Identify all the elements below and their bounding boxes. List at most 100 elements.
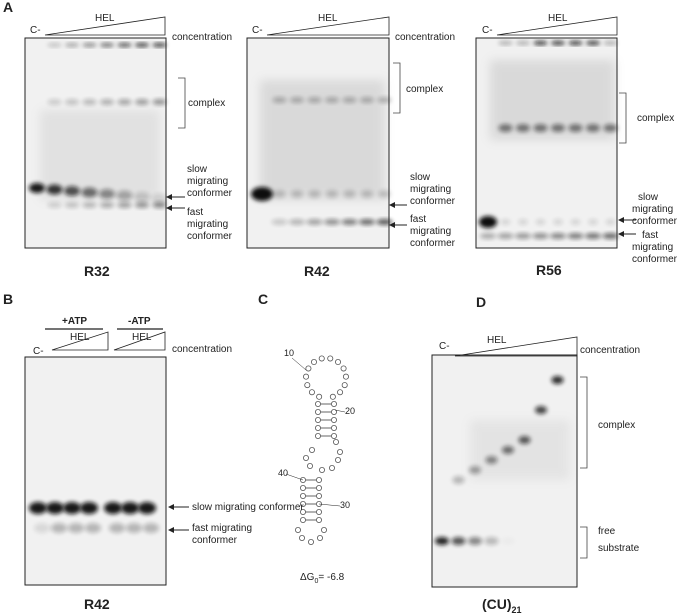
fast-label: conformer: [187, 231, 233, 242]
gel: [475, 37, 619, 249]
gel-band: [605, 219, 616, 225]
gel-border: [246, 37, 390, 249]
gel-band: [585, 233, 601, 239]
gel: [24, 37, 168, 249]
nucleotide: [304, 382, 311, 389]
bracket: [580, 526, 588, 559]
gel-band: [515, 233, 531, 239]
nucleotide: [342, 373, 349, 380]
gel-name: R56: [536, 262, 562, 278]
gel-band: [47, 99, 62, 105]
gel-band: [100, 202, 114, 208]
protein-label: HEL: [95, 13, 115, 24]
gel-band: [586, 41, 600, 45]
concentration-wedge: [113, 331, 166, 351]
gel-band: [501, 537, 515, 545]
gel-band: [377, 97, 392, 103]
gel-smear: [470, 420, 570, 480]
gel-band: [360, 97, 374, 103]
slow-label: migrating: [632, 204, 673, 215]
gel-band: [308, 190, 321, 198]
protein-label: HEL: [548, 13, 568, 24]
name-base: (CU): [482, 596, 512, 612]
fast-label: fast: [642, 230, 658, 241]
gel-band: [551, 41, 565, 45]
gel-band: [117, 99, 132, 105]
arrow-head: [389, 202, 395, 208]
nucleotide: [314, 432, 321, 439]
gel-band: [100, 43, 114, 47]
gel-band: [81, 187, 98, 198]
gel-band: [469, 466, 481, 474]
gel-band: [586, 124, 600, 132]
gel-band: [152, 99, 167, 105]
gel-band: [272, 97, 287, 103]
nucleotide: [314, 424, 321, 431]
protein-label: HEL: [318, 13, 338, 24]
protein-label: HEL: [132, 332, 152, 343]
gel-band: [376, 219, 393, 225]
nucleotide: [316, 535, 323, 542]
concentration-wedge: [51, 331, 109, 351]
slow-label: migrating: [410, 184, 451, 195]
control-label: C-: [439, 341, 450, 352]
control-label: C-: [252, 25, 263, 36]
gel: [24, 356, 167, 586]
fast-label: conformer: [192, 535, 238, 546]
nucleotide: [305, 365, 312, 372]
gel-band: [152, 43, 167, 47]
gel-band: [602, 233, 619, 239]
nucleotide: [318, 466, 325, 473]
slow-label: slow: [410, 172, 431, 183]
condition-label: +ATP: [62, 316, 87, 327]
gel-band: [307, 97, 322, 103]
arrow-head: [168, 504, 174, 510]
nucleotide: [328, 464, 335, 471]
gel-band: [151, 193, 168, 204]
gel-band: [551, 124, 565, 132]
nucleotide: [329, 393, 336, 400]
gel-border: [431, 354, 578, 588]
gel-band: [47, 202, 62, 208]
condition-label: -ATP: [128, 316, 151, 327]
nucleotide: [330, 400, 337, 407]
gel: [246, 37, 393, 249]
gel-band: [121, 502, 139, 514]
fast-label: fast: [187, 207, 203, 218]
gel-band: [47, 43, 62, 47]
gel-band: [34, 523, 50, 533]
gel-band: [273, 190, 286, 198]
rule: [318, 503, 341, 507]
gel-border: [24, 37, 167, 249]
slow-label: slow migrating conformer: [192, 502, 304, 513]
gel-band: [100, 99, 114, 105]
nucleotide: [318, 355, 325, 362]
nucleotide: [299, 517, 306, 524]
gel-band: [117, 202, 132, 208]
arrow-head: [168, 527, 174, 533]
gel-band: [29, 502, 47, 514]
gel-band: [117, 43, 132, 47]
gel-band: [551, 376, 564, 384]
gel-band: [570, 219, 581, 225]
nucleotide: [316, 393, 323, 400]
fast-label: conformer: [410, 238, 456, 249]
name-subscript: 21: [512, 605, 522, 614]
gel-band: [498, 124, 513, 132]
nucleotide: [307, 539, 314, 546]
gel-band: [68, 523, 84, 533]
nucleotide: [299, 484, 306, 491]
rule: [291, 357, 307, 371]
slow-label: conformer: [632, 216, 678, 227]
gel-band: [290, 97, 304, 103]
concentration-label: concentration: [580, 345, 640, 356]
concentration-wedge: [496, 16, 618, 36]
concentration-label: concentration: [395, 32, 455, 43]
gel-band: [603, 124, 618, 132]
gel-band: [485, 456, 498, 464]
energy-value: = -6.8: [318, 572, 344, 583]
bracket: [178, 77, 186, 129]
gel-band: [82, 99, 97, 105]
nucleotide: [308, 389, 315, 396]
